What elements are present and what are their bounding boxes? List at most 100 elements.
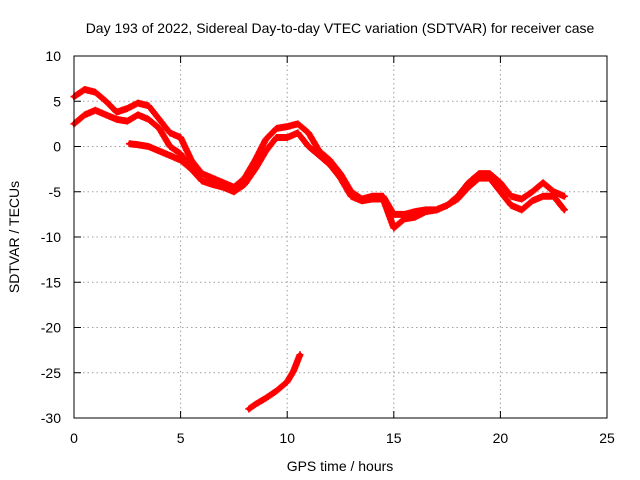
x-tick-labels: 0 5 10 15 20 25 (70, 430, 615, 446)
data-point (199, 171, 205, 176)
data-point (434, 207, 439, 213)
data-point (274, 388, 279, 394)
data-point (178, 135, 183, 140)
x-axis-label: GPS time / hours (287, 458, 394, 474)
data-point (327, 162, 333, 167)
data-point (263, 148, 269, 154)
data-point (316, 153, 322, 158)
data-point (242, 182, 247, 187)
data-point (519, 207, 524, 213)
data-point (146, 103, 151, 108)
data-point (221, 185, 226, 190)
data-point (348, 194, 354, 199)
data-point (93, 108, 98, 113)
data-point (135, 100, 141, 106)
data-point (114, 117, 119, 122)
data-point (285, 135, 290, 140)
data-point (444, 203, 450, 208)
y-tick-label: 10 (45, 48, 61, 64)
data-point (540, 180, 546, 185)
data-point (285, 124, 290, 129)
data-point (359, 198, 365, 203)
data-point (551, 194, 556, 199)
y-axis-label: SDTVAR / TECUs (6, 181, 22, 293)
series-sdtvar-segment-d (245, 351, 304, 413)
y-tick-label: -10 (41, 229, 61, 245)
data-point (210, 175, 215, 181)
data-point (263, 395, 269, 401)
data-point (263, 137, 269, 142)
data-point (125, 118, 130, 124)
data-point (157, 126, 162, 131)
data-point (338, 175, 343, 181)
x-tick-label: 0 (70, 430, 78, 446)
data-point (391, 212, 396, 217)
y-tick-label: -15 (41, 274, 61, 290)
data-point (135, 142, 141, 147)
data-point (306, 130, 311, 136)
y-tick-label: 0 (53, 139, 61, 155)
series-sdtvar-segment-c (125, 140, 195, 173)
data-point (380, 196, 386, 202)
data-point (412, 214, 418, 220)
data-point (146, 144, 151, 149)
y-tick-label: -25 (41, 365, 61, 381)
data-point (167, 130, 173, 136)
data-point (253, 402, 258, 407)
series-sdtvar-band-b (70, 106, 568, 232)
data-point (508, 203, 514, 208)
chart-title: Day 193 of 2022, Sidereal Day-to-day VTE… (86, 20, 595, 36)
y-tick-label: -5 (49, 184, 62, 200)
data-point (157, 148, 162, 154)
data-point (291, 368, 296, 374)
data-point (125, 106, 130, 111)
x-tick-label: 5 (177, 430, 185, 446)
data-point (530, 198, 535, 203)
data-point (231, 189, 237, 194)
data-point (391, 225, 396, 231)
data-point (274, 135, 279, 140)
data-point (508, 194, 514, 199)
series-marker-trail (70, 106, 568, 232)
x-tick-label: 10 (279, 430, 295, 446)
data-point (146, 117, 151, 122)
y-tick-label: -30 (41, 410, 61, 426)
data-point (114, 109, 119, 115)
data-series (70, 85, 568, 413)
data-point (274, 126, 279, 131)
data-point (487, 175, 492, 181)
data-point (295, 121, 301, 127)
data-point (562, 207, 567, 213)
data-point (412, 209, 418, 214)
data-point (178, 157, 183, 163)
y-tick-label: -20 (41, 320, 61, 336)
data-point (103, 99, 109, 104)
data-point (157, 117, 162, 122)
data-point (295, 130, 301, 136)
data-point (167, 153, 173, 158)
data-point (103, 112, 109, 118)
data-point (476, 175, 482, 181)
data-point (93, 90, 98, 95)
y-tick-label: 5 (53, 93, 61, 109)
data-point (82, 112, 87, 118)
data-point (306, 144, 311, 149)
data-point (285, 379, 290, 384)
data-point (246, 406, 252, 412)
data-point (519, 196, 524, 202)
data-point (530, 189, 535, 194)
x-tick-label: 20 (493, 430, 509, 446)
data-point (127, 141, 132, 146)
data-point (178, 151, 183, 156)
data-point (297, 352, 303, 357)
data-point (189, 166, 194, 172)
data-point (466, 185, 471, 190)
data-point (199, 178, 205, 184)
data-point (135, 112, 141, 118)
x-tick-label: 25 (599, 430, 615, 446)
series-sdtvar-band-a (70, 85, 568, 218)
y-tick-labels: 10 5 0 -5 -10 -15 -20 -25 -30 (41, 48, 61, 426)
data-point (455, 196, 460, 202)
data-point (402, 216, 407, 222)
